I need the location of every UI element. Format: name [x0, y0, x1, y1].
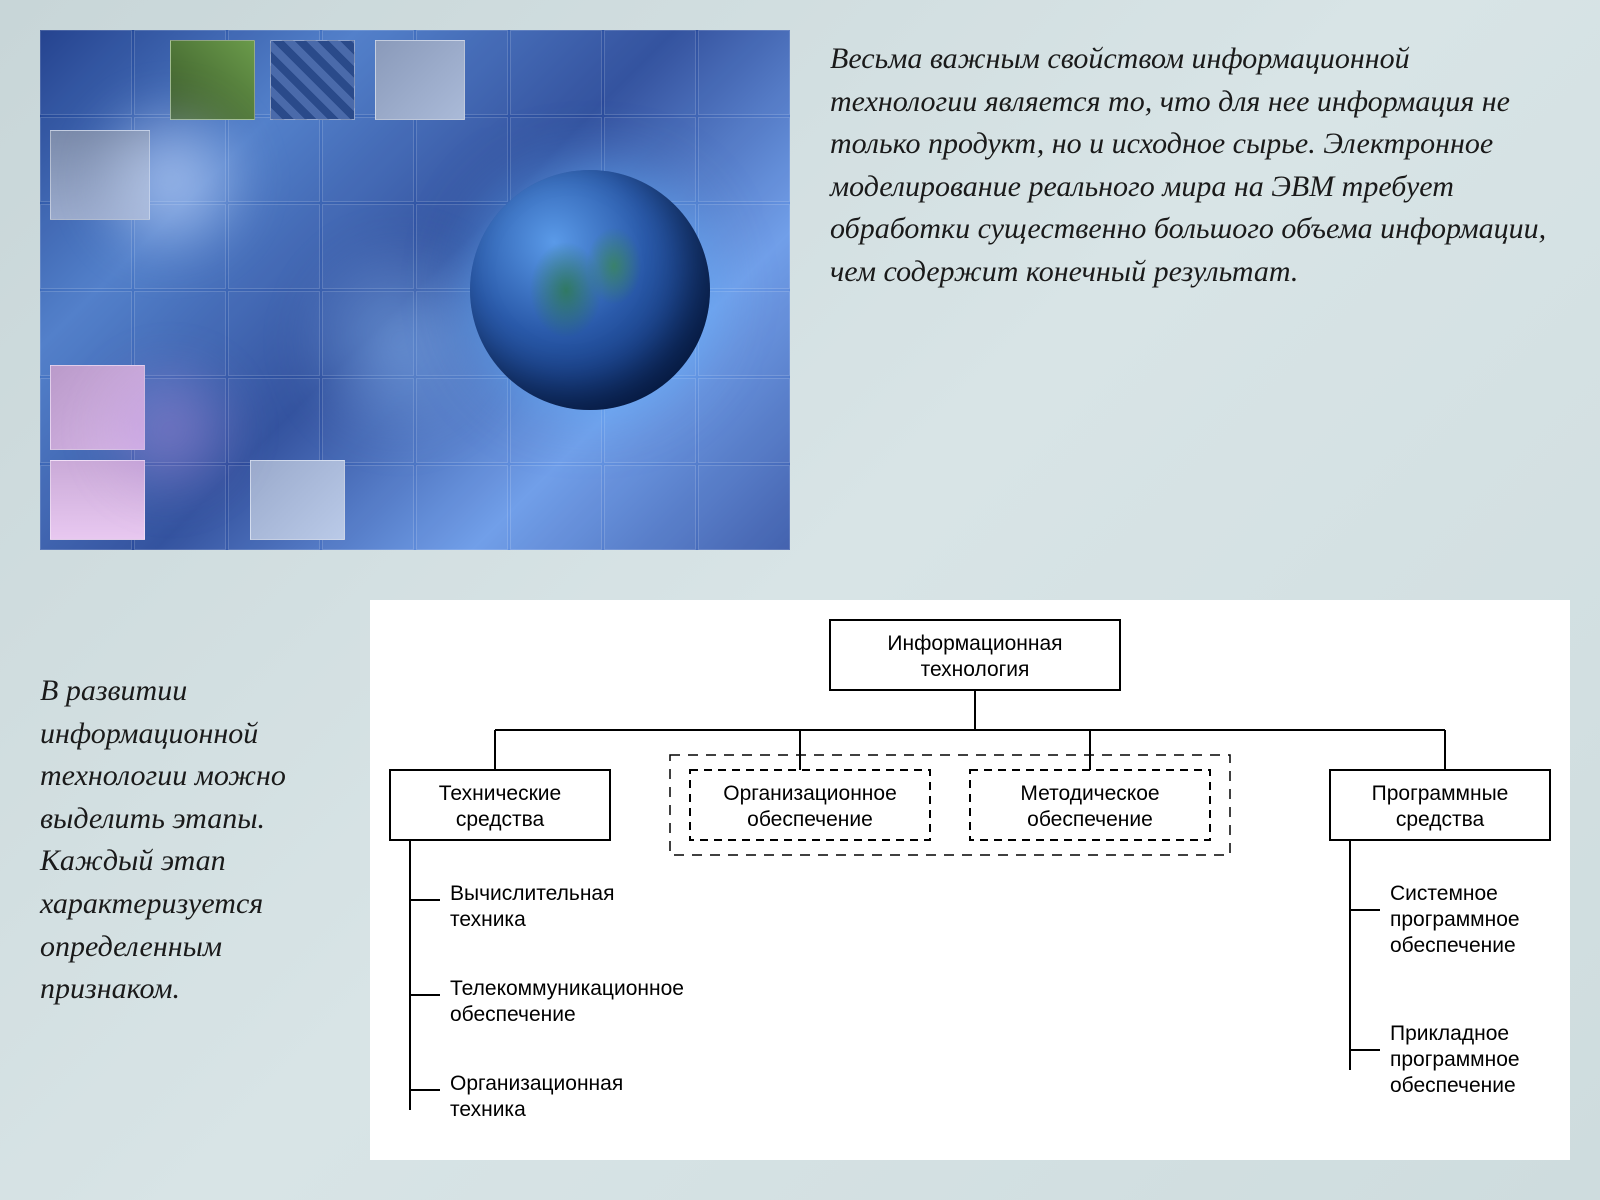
diagram-leaf-label: обеспечение [1390, 1074, 1516, 1097]
image-glow [80, 90, 260, 270]
diagram-child-label: Технические [439, 782, 561, 805]
diagram-leaf-label: Вычислительная [450, 882, 614, 905]
image-tile [270, 40, 355, 120]
image-glow [90, 350, 250, 510]
diagram-root-label: Информационная [887, 632, 1062, 655]
diagram-child-label: Программные [1372, 782, 1509, 805]
diagram-leaf-label: Системное [1390, 882, 1498, 905]
diagram-leaf-label: Телекоммуникационное [450, 977, 684, 1000]
diagram-child-label: Методическое [1020, 782, 1159, 805]
diagram-leaf-label: техника [450, 908, 526, 931]
diagram-leaf-label: программное [1390, 1048, 1520, 1071]
diagram-leaf-label: обеспечение [450, 1003, 576, 1026]
diagram-root-label: технология [921, 658, 1030, 681]
diagram-child-label: средства [456, 808, 545, 831]
diagram-child-label: средства [1396, 808, 1485, 831]
diagram-leaf-label: обеспечение [1390, 934, 1516, 957]
diagram-child-label: Организационное [723, 782, 897, 805]
image-tile [250, 460, 345, 540]
top-paragraph: Весьма важным свойством информационной т… [830, 30, 1560, 550]
image-tile [375, 40, 465, 120]
top-section: Весьма важным свойством информационной т… [0, 0, 1600, 570]
hierarchy-diagram: Информационная технология Технические ср… [370, 600, 1570, 1160]
diagram-leaf-label: техника [450, 1098, 526, 1121]
globe-icon [470, 170, 710, 410]
technology-image [40, 30, 790, 550]
diagram-leaf-label: Прикладное [1390, 1022, 1509, 1045]
diagram-child-label: обеспечение [1027, 808, 1153, 831]
diagram-leaf-label: программное [1390, 908, 1520, 931]
bottom-section: В развитии информационной технологии мож… [0, 570, 1600, 1190]
bottom-paragraph: В развитии информационной технологии мож… [40, 600, 340, 1011]
diagram-leaf-label: Организационная [450, 1072, 623, 1095]
diagram-child-label: обеспечение [747, 808, 873, 831]
